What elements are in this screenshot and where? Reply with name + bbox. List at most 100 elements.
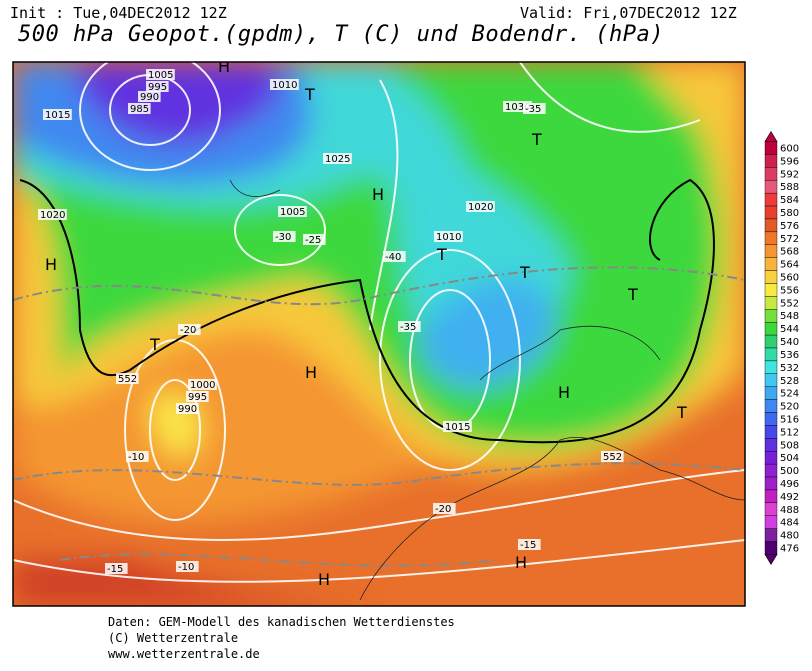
label-box xyxy=(278,206,307,217)
colorbar-swatch xyxy=(764,425,778,439)
colorbar-swatch xyxy=(764,463,778,478)
pressure-center: H xyxy=(515,553,527,572)
colorbar-swatch xyxy=(764,476,778,491)
label-box xyxy=(383,251,406,262)
label-box xyxy=(128,103,151,114)
colorbar-swatch xyxy=(764,438,778,452)
contour-label: -10 xyxy=(128,452,144,463)
colorbar-label: 520 xyxy=(780,402,799,413)
colorbar-swatch xyxy=(764,283,778,297)
colorbar-tip xyxy=(764,130,778,142)
colorbar-swatch xyxy=(764,399,778,413)
label-box xyxy=(146,81,169,92)
colorbar-swatch xyxy=(764,192,778,207)
pressure-center: T xyxy=(676,403,687,422)
contour-label: -20 xyxy=(435,504,451,515)
colorbar-label: 548 xyxy=(780,311,799,322)
pressure-center: T xyxy=(627,285,638,304)
colorbar-label: 564 xyxy=(780,260,799,271)
footer-line: www.wetterzentrale.de xyxy=(108,647,260,661)
colorbar-swatch xyxy=(764,502,778,516)
colorbar-swatch xyxy=(764,180,778,194)
label-box xyxy=(434,231,463,242)
colorbar-swatch xyxy=(764,528,778,542)
contour-label: -35 xyxy=(525,104,541,115)
label-box xyxy=(503,101,532,112)
pressure-center: H xyxy=(318,570,330,589)
label-box xyxy=(270,79,299,90)
colorbar-label: 576 xyxy=(780,221,799,232)
colorbar-swatch xyxy=(764,386,778,400)
contour-label: -15 xyxy=(520,540,536,551)
footer-line: Daten: GEM-Modell des kanadischen Wetter… xyxy=(108,615,455,629)
contour-label: 1020 xyxy=(40,210,65,221)
label-box xyxy=(398,321,421,332)
contour-label: 1020 xyxy=(468,202,493,213)
colorbar-label: 484 xyxy=(780,518,799,529)
colorbar-swatch xyxy=(764,218,778,233)
contour-label: -20 xyxy=(180,325,196,336)
pressure-center: T xyxy=(304,85,315,104)
colorbar-swatch xyxy=(764,244,778,258)
contour-label: 1015 xyxy=(45,110,70,121)
contour-label: 552 xyxy=(118,374,137,385)
colorbar-swatch xyxy=(764,205,778,220)
colorbar-label: 476 xyxy=(780,544,799,555)
contour-label: -10 xyxy=(178,562,194,573)
label-box xyxy=(601,451,624,462)
contour-label: -30 xyxy=(275,232,291,243)
colorbar-label: 492 xyxy=(780,492,799,503)
footer-line: (C) Wetterzentrale xyxy=(108,631,239,645)
contour-label: 1005 xyxy=(280,207,305,218)
colorbar-label: 516 xyxy=(780,414,799,425)
colorbar-label: 588 xyxy=(780,182,799,193)
colorbar-swatch xyxy=(764,451,778,465)
colorbar-label: 500 xyxy=(780,466,799,477)
label-box xyxy=(443,421,472,432)
colorbar-label: 528 xyxy=(780,376,799,387)
colorbar-label: 524 xyxy=(780,389,799,400)
contour-label: 990 xyxy=(140,92,159,103)
label-box xyxy=(303,234,326,245)
label-box xyxy=(116,373,139,384)
contour-label: 1000 xyxy=(190,380,215,391)
colorbar-label: 480 xyxy=(780,531,799,542)
label-box xyxy=(273,231,296,242)
colorbar-swatch xyxy=(764,154,778,168)
contour-label: 1030 xyxy=(505,102,530,113)
colorbar-label: 532 xyxy=(780,363,799,374)
colorbar-label: 572 xyxy=(780,234,799,245)
label-box xyxy=(178,324,201,335)
label-box xyxy=(126,451,149,462)
contour-label: 1015 xyxy=(445,422,470,433)
label-box xyxy=(466,201,495,212)
contour-label: -40 xyxy=(385,252,401,263)
contour-label: 1005 xyxy=(148,70,173,81)
colorbar-label: 536 xyxy=(780,350,799,361)
pressure-center: T xyxy=(531,130,542,149)
colorbar-label: 584 xyxy=(780,195,799,206)
colorbar-label: 568 xyxy=(780,247,799,258)
colorbar-label: 592 xyxy=(780,169,799,180)
colorbar-label: 560 xyxy=(780,273,799,284)
colorbar-swatch xyxy=(764,270,778,284)
label-box xyxy=(323,153,352,164)
colorbar-swatch xyxy=(764,373,778,387)
colorbar-swatch xyxy=(764,167,778,181)
contour-label: 1010 xyxy=(436,232,461,243)
contour-label: 1010 xyxy=(272,80,297,91)
contour-label: -15 xyxy=(107,564,123,575)
colorbar-label: 596 xyxy=(780,156,799,167)
label-box xyxy=(138,91,161,102)
colorbar-swatch xyxy=(764,257,778,271)
contour-label: 995 xyxy=(148,82,167,93)
colorbar-tip xyxy=(764,554,778,566)
pressure-center: H xyxy=(305,363,317,382)
valid-time: Valid: Fri,07DEC2012 12Z xyxy=(520,4,737,22)
contour-label: 1025 xyxy=(325,154,350,165)
label-box xyxy=(176,403,199,414)
colorbar-label: 544 xyxy=(780,324,799,335)
colorbar-label: 496 xyxy=(780,479,799,490)
colorbar-swatch xyxy=(764,141,778,155)
